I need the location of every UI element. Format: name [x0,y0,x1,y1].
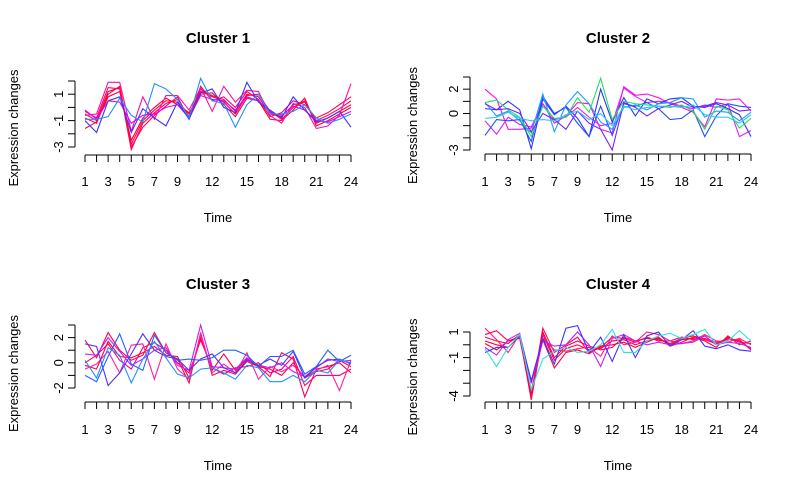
series-line-5 [84,322,352,378]
x-tick-label: 21 [309,422,323,437]
x-axis-label: Time [604,458,632,473]
y-axis-label: Expression changes [6,69,21,187]
series-line-4 [484,95,752,143]
x-tick-label: 3 [505,422,512,437]
series-line-7 [84,332,352,383]
y-tick-label: -4 [446,390,461,402]
x-tick-label: 1 [481,174,488,189]
plot-title: Cluster 3 [186,276,250,293]
plot-title: Cluster 4 [586,276,651,293]
series-line-8 [85,76,352,129]
x-tick-label: 15 [640,174,654,189]
x-tick-label: 15 [240,422,254,437]
x-tick-label: 3 [105,422,112,437]
panel-cluster-1: Cluster 1 Time Expression changes -3 -1 1 1 3 5 7… [6,30,358,225]
plot-title: Cluster 2 [586,30,650,47]
x-tick-label: 9 [574,422,581,437]
x-tick-label: 5 [128,174,135,189]
x-tick-label: 5 [128,422,135,437]
series-line-6 [84,332,352,387]
series-line-5 [484,90,752,135]
series-line-8 [484,328,752,392]
x-tick-label: 3 [505,174,512,189]
x-tick-label: 9 [174,174,181,189]
x-tick-label: 9 [174,422,181,437]
x-tick-label: 7 [151,422,158,437]
x-tick-label: 18 [674,422,688,437]
x-tick-label: 12 [605,174,619,189]
series-line-2 [84,338,352,387]
series-line-7 [484,100,752,152]
y-tick-label: -3 [51,141,66,153]
series-line-5 [484,330,752,395]
x-tick-label: 12 [205,174,219,189]
series-line-6 [484,76,752,138]
x-tick-label: 5 [528,422,535,437]
series-line-8 [484,104,752,127]
x-tick-label: 21 [709,422,723,437]
x-tick-label: 24 [744,174,758,189]
x-axis-label: Time [204,210,232,225]
x-tick-label: 18 [674,174,688,189]
x-tick-label: 1 [81,422,88,437]
y-tick-label: -1 [51,115,66,127]
y-tick-label: -1 [446,352,461,364]
x-tick-label: 18 [274,174,288,189]
x-tick-label: 24 [744,422,758,437]
x-tick-label: 9 [574,174,581,189]
x-tick-label: 7 [551,422,558,437]
y-tick-label: 0 [51,359,66,366]
y-tick-label: 2 [51,334,66,341]
x-tick-label: 18 [274,422,288,437]
y-tick-label: 1 [51,91,66,98]
x-tick-label: 5 [528,174,535,189]
y-tick-label: 2 [446,86,461,93]
x-axis-label: Time [204,458,232,473]
series-line-7 [484,324,752,383]
x-tick-label: 24 [344,174,358,189]
x-tick-label: 3 [105,174,112,189]
x-tick-label: 12 [205,422,219,437]
series-line-8 [84,340,352,385]
y-tick-label: 0 [446,110,461,117]
y-tick-label: 1 [446,328,461,335]
plot-title: Cluster 1 [186,30,250,47]
x-axis-label: Time [604,210,632,225]
x-tick-label: 12 [605,422,619,437]
x-tick-label: 7 [151,174,158,189]
y-axis-label: Expression changes [405,318,420,436]
x-tick-label: 21 [309,174,323,189]
x-tick-label: 7 [551,174,558,189]
x-tick-label: 1 [481,422,488,437]
x-tick-label: 1 [81,174,88,189]
series-line-7 [84,81,352,134]
x-tick-label: 24 [344,422,358,437]
panel-cluster-4: Cluster 4 Time Expression changes -4 -1 1 1 3 5 7… [405,276,758,473]
y-tick-label: -2 [51,382,66,394]
y-axis-label: Expression changes [405,66,420,184]
y-axis-label: Expression changes [6,314,21,432]
x-tick-label: 15 [640,422,654,437]
x-tick-label: 15 [240,174,254,189]
x-tick-label: 21 [709,174,723,189]
y-tick-label: -3 [446,144,461,156]
